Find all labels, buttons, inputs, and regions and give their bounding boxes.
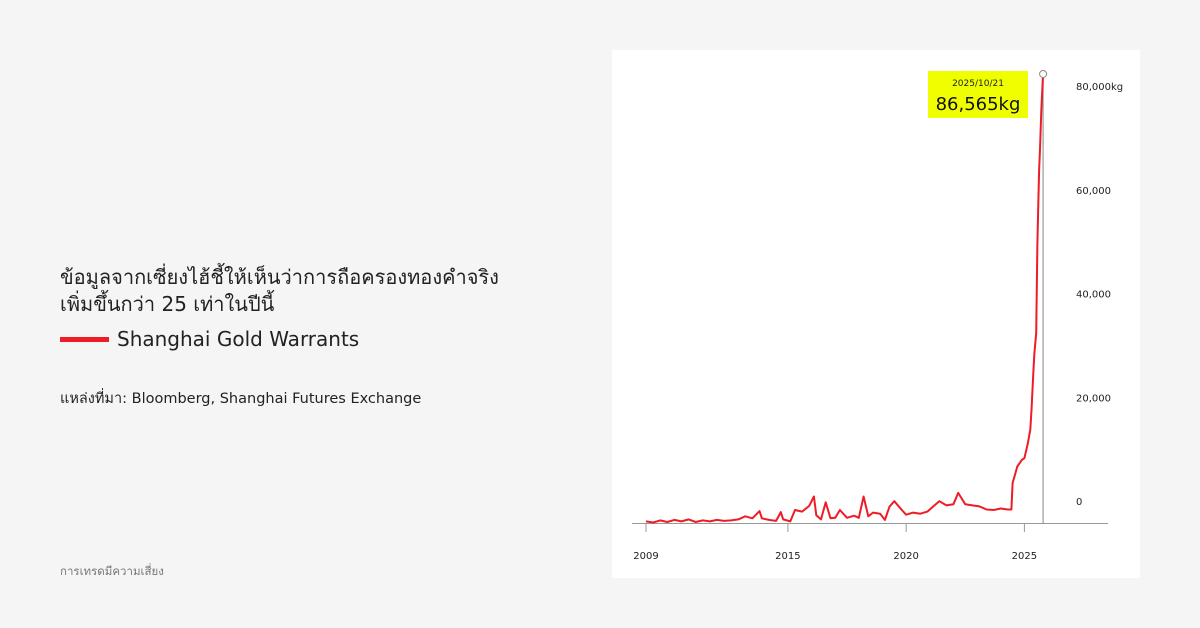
x-tick-label: 2025 <box>1012 551 1037 562</box>
legend: Shanghai Gold Warrants <box>60 327 359 351</box>
headline-line-2: เพิ่มขึ้นกว่า 25 เท่าในปีนี้ <box>60 292 275 316</box>
x-tick-label: 2009 <box>633 551 658 562</box>
y-tick-label: 80,000kg <box>1076 82 1123 93</box>
headline: ข้อมูลจากเซี่ยงไฮ้ชี้ให้เห็นว่าการถือครอ… <box>60 264 530 318</box>
latest-point-marker <box>1039 69 1048 78</box>
y-tick-label: 20,000 <box>1076 393 1111 404</box>
legend-label: Shanghai Gold Warrants <box>117 327 360 351</box>
legend-swatch <box>60 336 109 342</box>
annotation-date: 2025/10/21 <box>952 79 1004 89</box>
y-tick-label: 60,000 <box>1076 186 1111 197</box>
annotation-value: 86,565kg <box>936 94 1021 115</box>
y-tick-label: 0 <box>1076 497 1082 508</box>
series-line-shanghai-gold-warrants <box>645 73 1045 524</box>
x-tick-label: 2020 <box>893 551 918 562</box>
chart-panel: 2009 2015 2020 2025 0 20,000 40,000 60,000 80,00… <box>612 50 1140 578</box>
annotation-box <box>928 71 1028 118</box>
x-tick-label: 2015 <box>775 551 800 562</box>
source-note: แหล่งที่มา: Bloomberg, Shanghai Futures … <box>60 391 422 407</box>
line-chart: 2009 2015 2020 2025 0 20,000 40,000 60,000 80,00… <box>632 69 1123 562</box>
headline-line-1: ข้อมูลจากเซี่ยงไฮ้ชี้ให้เห็นว่าการถือครอ… <box>60 265 499 289</box>
risk-disclaimer: การเทรดมีความเสี่ยง <box>60 564 164 578</box>
y-tick-label: 40,000 <box>1076 290 1111 301</box>
